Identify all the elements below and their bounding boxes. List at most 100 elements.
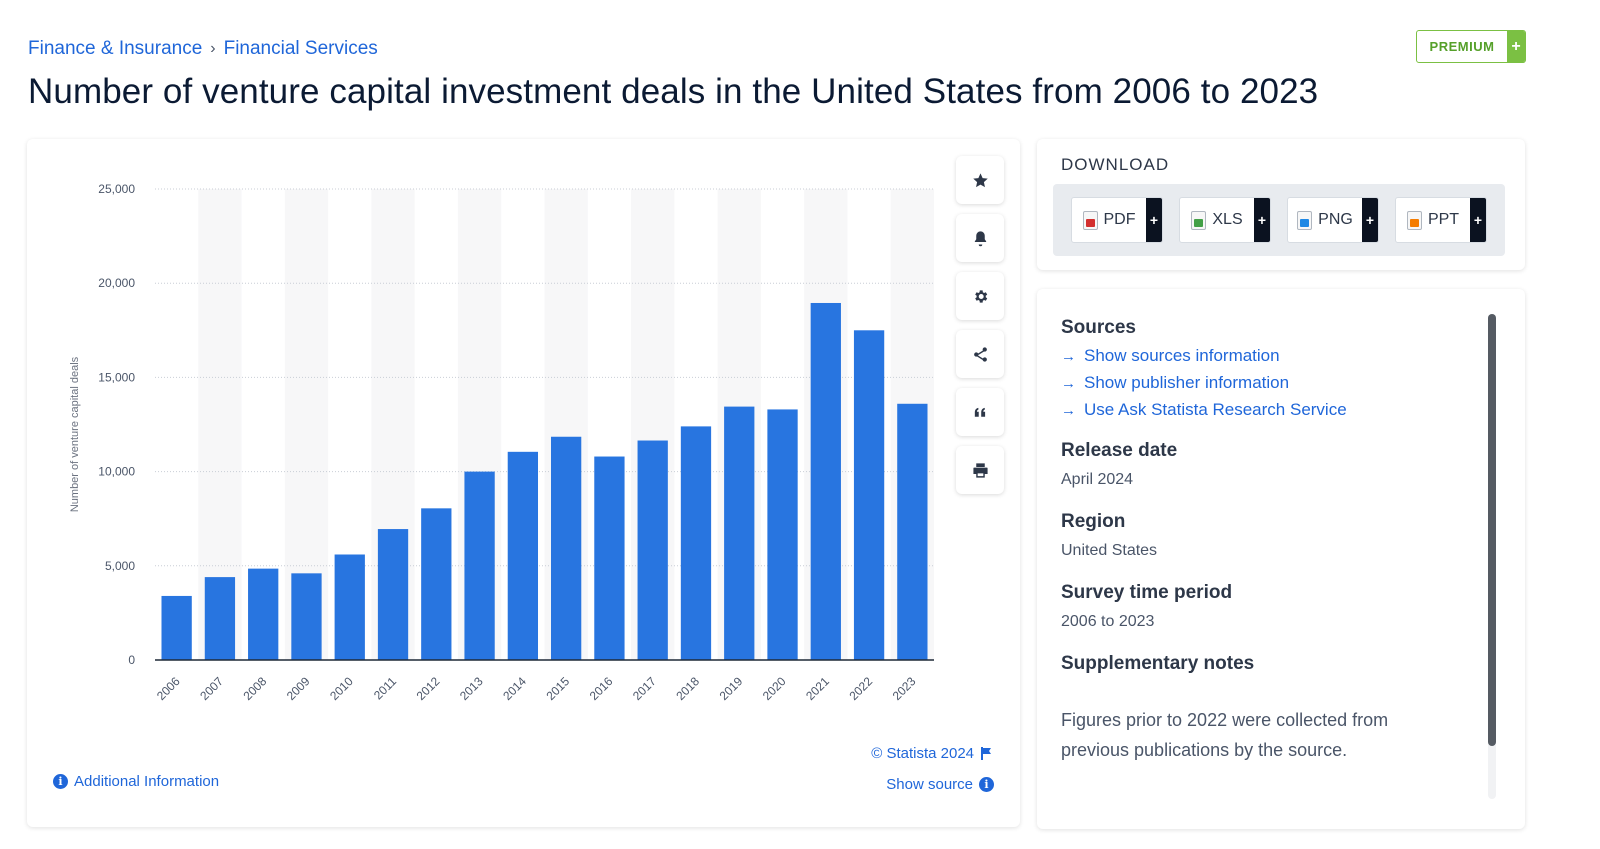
bar-2007 [204, 577, 236, 660]
y-tick-label: 0 [128, 653, 135, 667]
plus-icon: + [1362, 198, 1378, 242]
bar-2009 [291, 573, 322, 660]
notify-button[interactable] [956, 214, 1004, 262]
x-tick-label: 2021 [803, 674, 832, 703]
info-scrollbar-thumb[interactable] [1488, 314, 1496, 746]
x-tick-label: 2015 [543, 674, 572, 703]
region-heading: Region [1061, 511, 1126, 532]
download-pdf-label: PDF [1103, 211, 1136, 228]
additional-information-link[interactable]: i Additional Information [53, 773, 219, 790]
bar-2022 [853, 330, 885, 660]
bar-2006 [161, 595, 192, 660]
print-icon [972, 462, 988, 478]
ppt-file-icon [1406, 210, 1422, 230]
y-axis-title: Number of venture capital deals [69, 356, 81, 512]
info-scroll-area[interactable]: Sources → Show sources information → Sho… [1037, 289, 1507, 829]
additional-information-text: Additional Information [74, 773, 220, 790]
settings-button[interactable] [956, 272, 1004, 320]
plus-icon: + [1254, 198, 1270, 242]
favorite-button[interactable] [956, 156, 1004, 204]
download-pdf-button[interactable]: PDF + [1071, 197, 1163, 243]
x-tick-label: 2017 [630, 674, 659, 703]
survey-period-heading: Survey time period [1061, 582, 1233, 603]
download-xls-main: XLS [1180, 198, 1254, 242]
bar-2016 [594, 456, 625, 660]
breadcrumb-separator: › [210, 40, 216, 57]
x-tick-label: 2020 [760, 674, 789, 703]
bar-2019 [724, 406, 755, 660]
breadcrumb: Finance & Insurance › Financial Services [28, 38, 378, 60]
page-title: Number of venture capital investment dea… [28, 72, 1319, 111]
download-xls-label: XLS [1212, 211, 1243, 228]
y-tick-label: 10,000 [98, 465, 135, 479]
pdf-file-icon [1082, 210, 1098, 230]
x-tick-label: 2016 [587, 674, 616, 703]
x-tick-label: 2008 [241, 674, 270, 703]
download-png-main: PNG [1288, 198, 1362, 242]
bar-2012 [421, 508, 452, 660]
plus-icon: + [1470, 198, 1486, 242]
bar-2023 [897, 403, 928, 660]
supplementary-notes-text: Figures prior to 2022 were collected fro… [1061, 710, 1389, 760]
y-tick-label: 5,000 [105, 559, 135, 573]
bar-2020 [767, 409, 798, 660]
png-file-icon [1297, 210, 1313, 230]
bar-2008 [248, 568, 279, 660]
x-tick-label: 2010 [327, 674, 356, 703]
bar-2015 [550, 436, 582, 660]
bar-2014 [507, 451, 539, 660]
info-scrollbar[interactable] [1488, 314, 1496, 799]
x-tick-label: 2014 [500, 674, 529, 703]
bell-icon [974, 230, 986, 246]
arrow-right-icon: → [1061, 347, 1076, 365]
show-source-text: Show source [886, 776, 973, 793]
ask-statista-link[interactable]: → Use Ask Statista Research Service [1061, 400, 1483, 420]
flag-icon [981, 747, 991, 760]
bar-2011 [377, 529, 409, 660]
release-date-heading: Release date [1061, 440, 1178, 461]
breadcrumb-finance-insurance[interactable]: Finance & Insurance [28, 38, 203, 59]
statistic-info-card: Sources → Show sources information → Sho… [1037, 289, 1525, 829]
show-source-link[interactable]: Show source i [886, 776, 994, 793]
x-tick-label: 2018 [673, 674, 702, 703]
ask-statista-text: Use Ask Statista Research Service [1084, 400, 1347, 419]
chart-toolbar [956, 156, 1004, 494]
x-tick-label: 2023 [890, 674, 919, 703]
show-sources-link[interactable]: → Show sources information [1061, 346, 1483, 366]
cite-button[interactable] [956, 388, 1004, 436]
share-button[interactable] [956, 330, 1004, 378]
x-tick-label: 2009 [284, 674, 313, 703]
x-tick-label: 2019 [717, 674, 746, 703]
breadcrumb-financial-services[interactable]: Financial Services [223, 38, 378, 59]
download-pdf-main: PDF [1072, 198, 1146, 242]
premium-button[interactable]: PREMIUM + [1416, 30, 1526, 63]
bar-2010 [334, 554, 365, 660]
download-png-button[interactable]: PNG + [1287, 197, 1379, 243]
download-ppt-label: PPT [1427, 211, 1460, 228]
show-publisher-text: Show publisher information [1084, 373, 1290, 392]
release-date-value: April 2024 [1061, 471, 1134, 488]
statista-credit[interactable]: © Statista 2024 [871, 745, 992, 762]
download-ppt-main: PPT [1396, 198, 1470, 242]
show-publisher-link[interactable]: → Show publisher information [1061, 373, 1483, 393]
gear-icon [974, 289, 987, 303]
download-ppt-button[interactable]: PPT + [1395, 197, 1487, 243]
bar-2018 [680, 426, 712, 660]
arrow-right-icon: → [1061, 401, 1076, 419]
bar-2021 [810, 302, 841, 660]
credit-text: © Statista 2024 [871, 745, 974, 762]
x-tick-label: 2022 [846, 674, 875, 703]
info-icon: i [979, 777, 994, 792]
download-xls-button[interactable]: XLS + [1179, 197, 1271, 243]
download-title: DOWNLOAD [1061, 155, 1170, 174]
download-tray: PDF + XLS + PNG + PPT + [1053, 184, 1505, 256]
print-button[interactable] [956, 446, 1004, 494]
supplementary-notes-heading: Supplementary notes [1061, 653, 1255, 674]
y-tick-label: 20,000 [98, 276, 135, 290]
xls-file-icon [1191, 210, 1207, 230]
arrow-right-icon: → [1061, 374, 1076, 392]
region-value: United States [1061, 542, 1158, 559]
show-sources-text: Show sources information [1084, 346, 1280, 365]
share-icon [973, 346, 987, 362]
x-tick-label: 2011 [371, 674, 399, 702]
